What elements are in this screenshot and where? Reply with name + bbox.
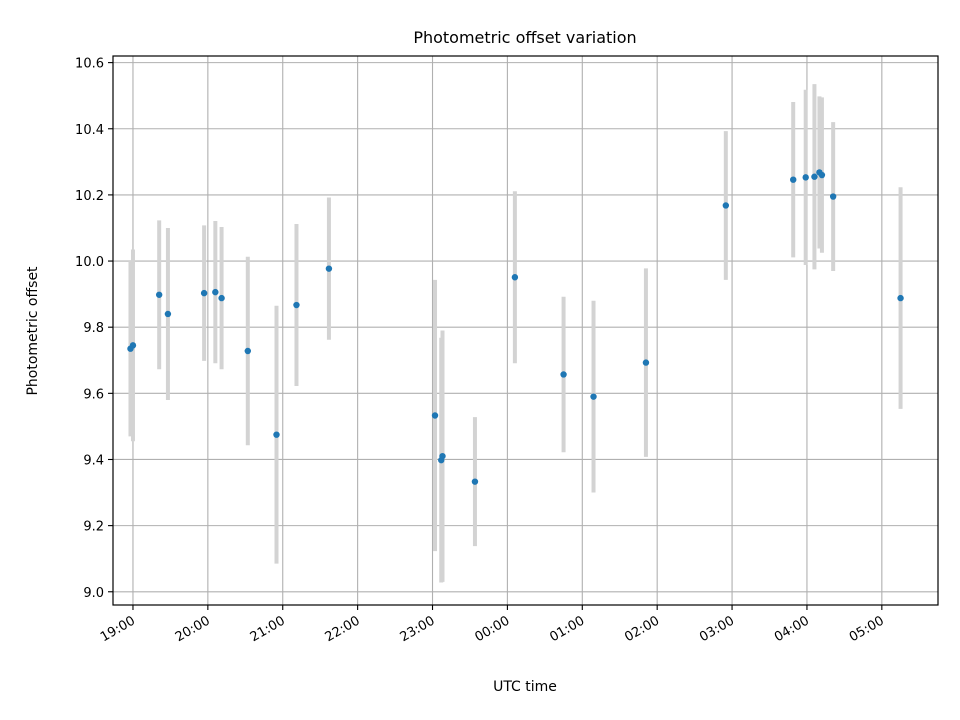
data-point [155, 291, 163, 298]
data-point [129, 342, 137, 349]
data-point [439, 452, 446, 460]
data-point [642, 359, 650, 366]
chart-title: Photometric offset variation [413, 28, 636, 47]
data-point [273, 431, 280, 438]
y-tick-label: 9.6 [83, 387, 104, 402]
y-tick-label: 9.0 [83, 586, 104, 601]
data-point [164, 310, 172, 318]
data-point [218, 294, 225, 302]
y-tick-label: 9.4 [83, 453, 104, 468]
data-point [590, 393, 597, 400]
data-point [511, 274, 519, 281]
data-point [897, 294, 904, 302]
data-point [818, 171, 826, 179]
y-tick-label: 10.6 [75, 57, 104, 72]
data-point [829, 193, 837, 200]
data-point [802, 174, 809, 181]
data-point [471, 478, 479, 485]
data-point [212, 288, 219, 296]
y-tick-label: 10.4 [75, 123, 104, 138]
data-point [293, 301, 300, 309]
plot-frame [112, 55, 939, 606]
data-point [431, 412, 439, 419]
y-tick-label: 10.0 [75, 255, 104, 270]
data-points [127, 169, 904, 485]
data-point [325, 265, 333, 272]
data-point [790, 176, 797, 183]
y-tick-label: 9.2 [83, 520, 104, 535]
y-axis-label: Photometric offset [25, 266, 41, 396]
data-point [811, 173, 818, 180]
data-point [560, 371, 567, 378]
data-point [244, 347, 251, 355]
data-point [722, 202, 730, 209]
y-tick-label: 9.8 [83, 321, 104, 336]
data-point [200, 289, 208, 297]
x-axis-label: UTC time [493, 679, 557, 695]
y-tick-label: 10.2 [75, 189, 104, 204]
y-axis: 9.0 9.2 9.4 9.6 9.8 10.0 10.2 10.4 10.6 [75, 57, 113, 601]
